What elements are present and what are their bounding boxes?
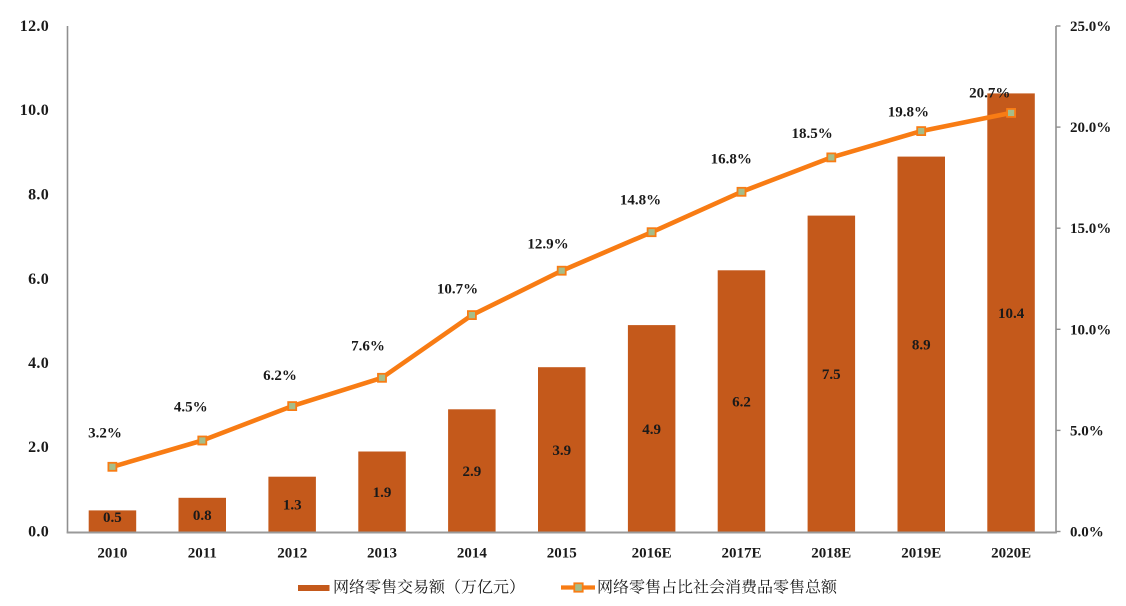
svg-text:2.0: 2.0 — [28, 439, 49, 456]
svg-text:2.9: 2.9 — [463, 464, 482, 480]
svg-text:16.8%: 16.8% — [711, 152, 752, 168]
svg-text:2019E: 2019E — [901, 546, 941, 562]
svg-text:4.5%: 4.5% — [174, 400, 208, 416]
svg-text:19.8%: 19.8% — [888, 104, 929, 120]
svg-text:1.9: 1.9 — [373, 485, 392, 501]
svg-text:18.5%: 18.5% — [791, 126, 832, 142]
svg-text:4.0: 4.0 — [28, 355, 49, 372]
svg-text:2015: 2015 — [547, 546, 577, 562]
svg-text:4.9: 4.9 — [642, 422, 661, 438]
svg-text:2013: 2013 — [367, 546, 397, 562]
svg-text:12.9%: 12.9% — [527, 236, 568, 252]
svg-text:20.0%: 20.0% — [1070, 120, 1111, 136]
svg-text:2011: 2011 — [188, 546, 217, 562]
svg-text:0.8: 0.8 — [193, 508, 212, 524]
svg-text:7.6%: 7.6% — [351, 338, 385, 354]
svg-text:25.0%: 25.0% — [1070, 19, 1111, 35]
svg-text:12.0: 12.0 — [20, 18, 49, 35]
svg-text:1.3: 1.3 — [283, 498, 302, 514]
svg-text:10.7%: 10.7% — [437, 281, 478, 297]
svg-text:3.9: 3.9 — [552, 443, 571, 459]
svg-text:14.8%: 14.8% — [620, 193, 661, 209]
svg-text:2017E: 2017E — [721, 546, 761, 562]
svg-text:10.0%: 10.0% — [1070, 322, 1111, 338]
svg-text:2018E: 2018E — [811, 546, 851, 562]
svg-text:8.9: 8.9 — [912, 338, 931, 354]
svg-text:3.2%: 3.2% — [88, 426, 122, 442]
svg-text:15.0%: 15.0% — [1070, 221, 1111, 237]
svg-text:7.5: 7.5 — [822, 367, 841, 383]
svg-text:2016E: 2016E — [632, 546, 672, 562]
svg-text:0.0%: 0.0% — [1070, 525, 1104, 541]
svg-text:10.4: 10.4 — [998, 306, 1025, 322]
svg-text:2010: 2010 — [97, 546, 127, 562]
svg-text:6.0: 6.0 — [28, 271, 49, 288]
svg-text:20.7%: 20.7% — [969, 86, 1010, 102]
svg-text:5.0%: 5.0% — [1070, 423, 1104, 439]
svg-text:2020E: 2020E — [991, 546, 1031, 562]
svg-text:6.2: 6.2 — [732, 394, 751, 410]
svg-text:2014: 2014 — [457, 546, 488, 562]
svg-text:6.2%: 6.2% — [263, 368, 297, 384]
svg-text:2012: 2012 — [277, 546, 307, 562]
svg-text:0.0: 0.0 — [28, 524, 49, 541]
svg-text:8.0: 8.0 — [28, 187, 49, 204]
svg-text:0.5: 0.5 — [103, 510, 122, 526]
svg-text:10.0: 10.0 — [20, 102, 49, 119]
